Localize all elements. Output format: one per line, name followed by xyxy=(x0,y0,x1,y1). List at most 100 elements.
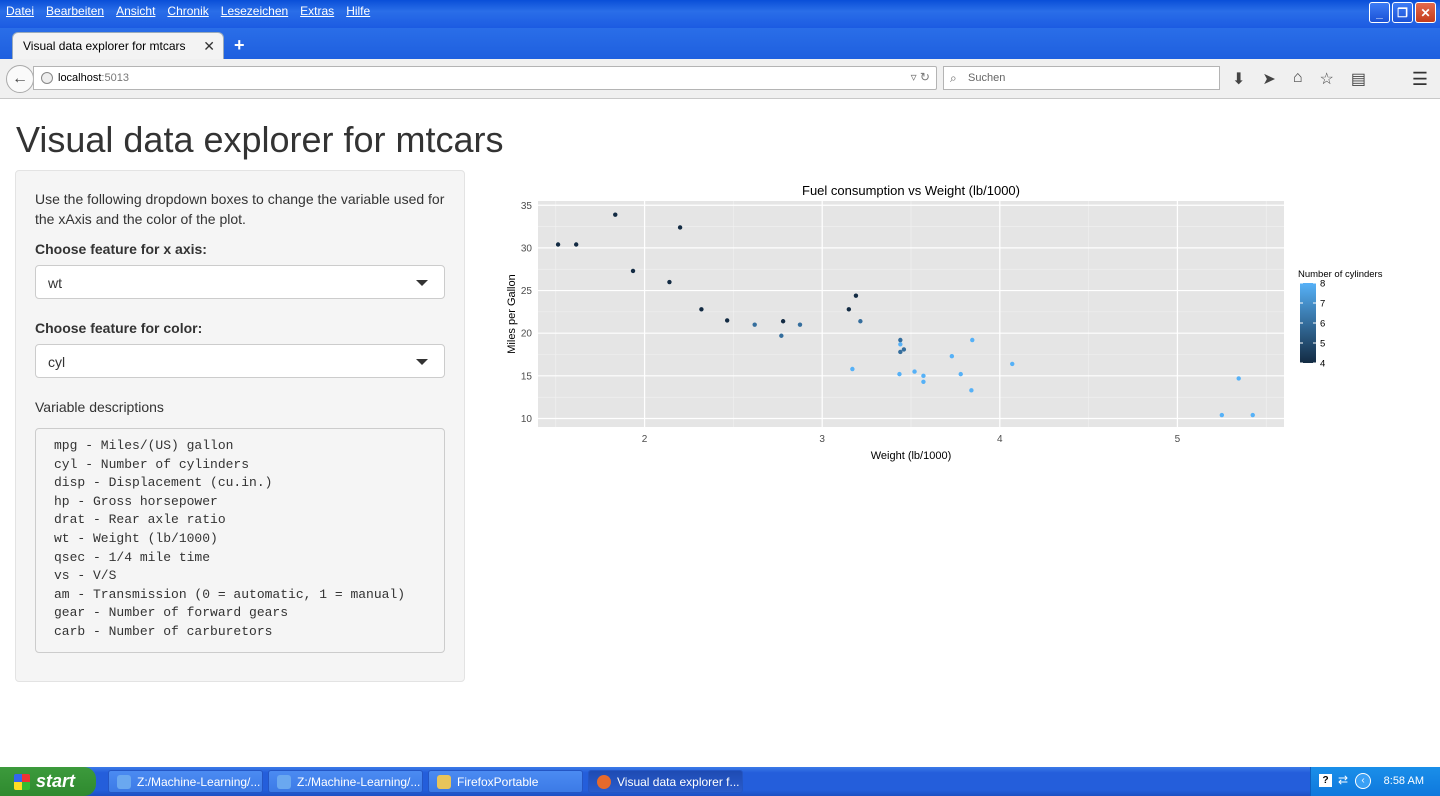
scatter-point xyxy=(858,319,863,324)
url-port: :5013 xyxy=(101,72,129,84)
taskbar-item-active[interactable]: Visual data explorer f... xyxy=(588,770,743,793)
start-button[interactable]: start xyxy=(0,767,96,796)
scatter-point xyxy=(573,242,579,247)
x-tick-label: 4 xyxy=(997,434,1003,445)
menu-extras[interactable]: Extras xyxy=(300,4,335,18)
scatter-point xyxy=(853,293,859,298)
menu-hilfe[interactable]: Hilfe xyxy=(346,4,371,18)
scatter-point xyxy=(797,322,803,327)
scatter-point xyxy=(752,322,757,327)
scatter-point xyxy=(667,279,672,285)
scatter-point xyxy=(850,366,855,372)
legend-label: 8 xyxy=(1320,279,1325,290)
download-icon[interactable]: ⬇ xyxy=(1232,71,1246,88)
scatter-point xyxy=(898,342,903,347)
scatter-point xyxy=(969,388,974,393)
x-tick-label: 3 xyxy=(819,434,825,445)
scatter-point xyxy=(921,379,926,384)
taskbar-item[interactable]: Z:/Machine-Learning/... xyxy=(108,770,263,793)
legend-colorbar xyxy=(1300,283,1316,363)
send-icon[interactable]: ➤ xyxy=(1262,71,1276,88)
scatter-point xyxy=(1010,361,1015,367)
url-bar[interactable]: localhost:5013 ▿ ↻ xyxy=(33,66,937,90)
intro-text: Use the following dropdown boxes to chan… xyxy=(35,191,445,227)
taskbar-item-label: FirefoxPortable xyxy=(457,774,539,789)
menu-bearbeiten[interactable]: Bearbeiten xyxy=(46,4,105,18)
scatter-point xyxy=(921,373,926,379)
close-window-button[interactable]: ✕ xyxy=(1415,2,1436,23)
app-icon xyxy=(117,775,131,789)
reader-icon[interactable]: ▤ xyxy=(1350,71,1366,88)
legend-label: 6 xyxy=(1320,319,1325,330)
scatter-point xyxy=(949,354,955,359)
scatter-point xyxy=(898,337,903,343)
x-tick-label: 5 xyxy=(1175,434,1181,445)
menu-chronik[interactable]: Chronik xyxy=(167,4,209,18)
hamburger-menu-icon[interactable]: ☰ xyxy=(1411,69,1428,89)
search-input[interactable]: ⌕ Suchen xyxy=(943,66,1220,90)
y-tick-label: 10 xyxy=(521,414,533,425)
legend-title: Number of cylinders xyxy=(1298,269,1383,280)
taskbar-item[interactable]: Z:/Machine-Learning/... xyxy=(268,770,423,793)
color-value: cyl xyxy=(48,354,66,370)
network-icon[interactable]: ⇄ xyxy=(1338,773,1349,787)
system-tray: ? ⇄ ‹ 8:58 AM xyxy=(1310,767,1440,796)
y-tick-label: 25 xyxy=(521,286,533,297)
url-host: localhost xyxy=(58,72,102,84)
browser-tab[interactable]: Visual data explorer for mtcars ✕ xyxy=(12,32,224,59)
windows-logo-icon xyxy=(14,773,30,790)
menu-bar: Datei Bearbeiten Ansicht Chronik Lesezei… xyxy=(0,0,376,22)
scatter-point xyxy=(677,225,683,230)
bookmark-star-icon[interactable]: ☆ xyxy=(1319,71,1334,88)
scatter-point xyxy=(1236,376,1241,381)
page-title: Visual data explorer for mtcars xyxy=(16,119,504,160)
reload-icon[interactable]: ▿ ↻ xyxy=(910,70,930,84)
scatter-chart: 10 15 20 25 30 35 2 3 4 5 Fuel consumption vs Weig… xyxy=(506,183,1383,462)
menu-lesezeichen[interactable]: Lesezeichen xyxy=(220,4,289,18)
scatter-point xyxy=(958,371,963,377)
scatter-point xyxy=(1250,412,1255,418)
help-icon[interactable]: ? xyxy=(1319,774,1332,787)
color-label: Choose feature for color: xyxy=(35,320,203,336)
search-icon: ⌕ xyxy=(950,71,957,85)
home-icon[interactable]: ⌂ xyxy=(1292,69,1303,86)
app-icon xyxy=(277,775,291,789)
scatter-point xyxy=(897,371,902,377)
tab-strip: Visual data explorer for mtcars ✕ + xyxy=(0,28,1440,59)
scatter-point xyxy=(724,318,730,323)
x-axis-select[interactable]: wt xyxy=(35,265,445,299)
new-tab-plus-icon[interactable]: + xyxy=(234,35,245,55)
scatter-point xyxy=(912,369,917,374)
menu-datei[interactable]: Datei xyxy=(6,4,35,18)
restore-button[interactable]: ❐ xyxy=(1392,2,1413,23)
search-placeholder: Suchen xyxy=(968,72,1006,84)
x-axis-value: wt xyxy=(48,275,62,291)
window-titlebar: Datei Bearbeiten Ansicht Chronik Lesezei… xyxy=(0,0,1440,28)
tab-close-icon[interactable]: ✕ xyxy=(203,38,215,54)
taskbar-item[interactable]: FirefoxPortable xyxy=(428,770,583,793)
scatter-point xyxy=(779,333,784,338)
chevron-down-icon xyxy=(416,359,428,365)
taskbar-item-label: Z:/Machine-Learning/... xyxy=(297,774,421,789)
scatter-point xyxy=(613,212,618,217)
navigation-toolbar: ← localhost:5013 ▿ ↻ ⌕ Suchen ⬇ ➤ ⌂ ☆ ▤ … xyxy=(0,59,1440,99)
scatter-point xyxy=(630,268,636,274)
scatter-point xyxy=(970,337,975,343)
menu-ansicht[interactable]: Ansicht xyxy=(116,4,156,18)
clock: 8:58 AM xyxy=(1383,775,1424,787)
tray-arrow-icon[interactable]: ‹ xyxy=(1355,773,1371,789)
taskbar-item-label: Visual data explorer f... xyxy=(617,774,740,789)
y-tick-label: 15 xyxy=(521,371,533,382)
windows-taskbar: start Z:/Machine-Learning/... Z:/Machine… xyxy=(0,767,1440,796)
back-arrow-icon[interactable]: ← xyxy=(6,65,34,93)
variable-descriptions-block: mpg - Miles/(US) gallon cyl - Number of … xyxy=(35,428,445,653)
x-tick-label: 2 xyxy=(642,434,648,445)
tab-title: Visual data explorer for mtcars xyxy=(23,39,186,53)
x-axis-label: Choose feature for x axis: xyxy=(35,241,207,257)
minimize-button[interactable]: _ xyxy=(1369,2,1390,23)
variable-descriptions-label: Variable descriptions xyxy=(35,399,164,415)
sidebar-panel: Use the following dropdown boxes to chan… xyxy=(15,170,465,682)
color-select[interactable]: cyl xyxy=(35,344,445,378)
firefox-icon xyxy=(597,775,611,789)
x-axis-title: Weight (lb/1000) xyxy=(871,450,952,462)
